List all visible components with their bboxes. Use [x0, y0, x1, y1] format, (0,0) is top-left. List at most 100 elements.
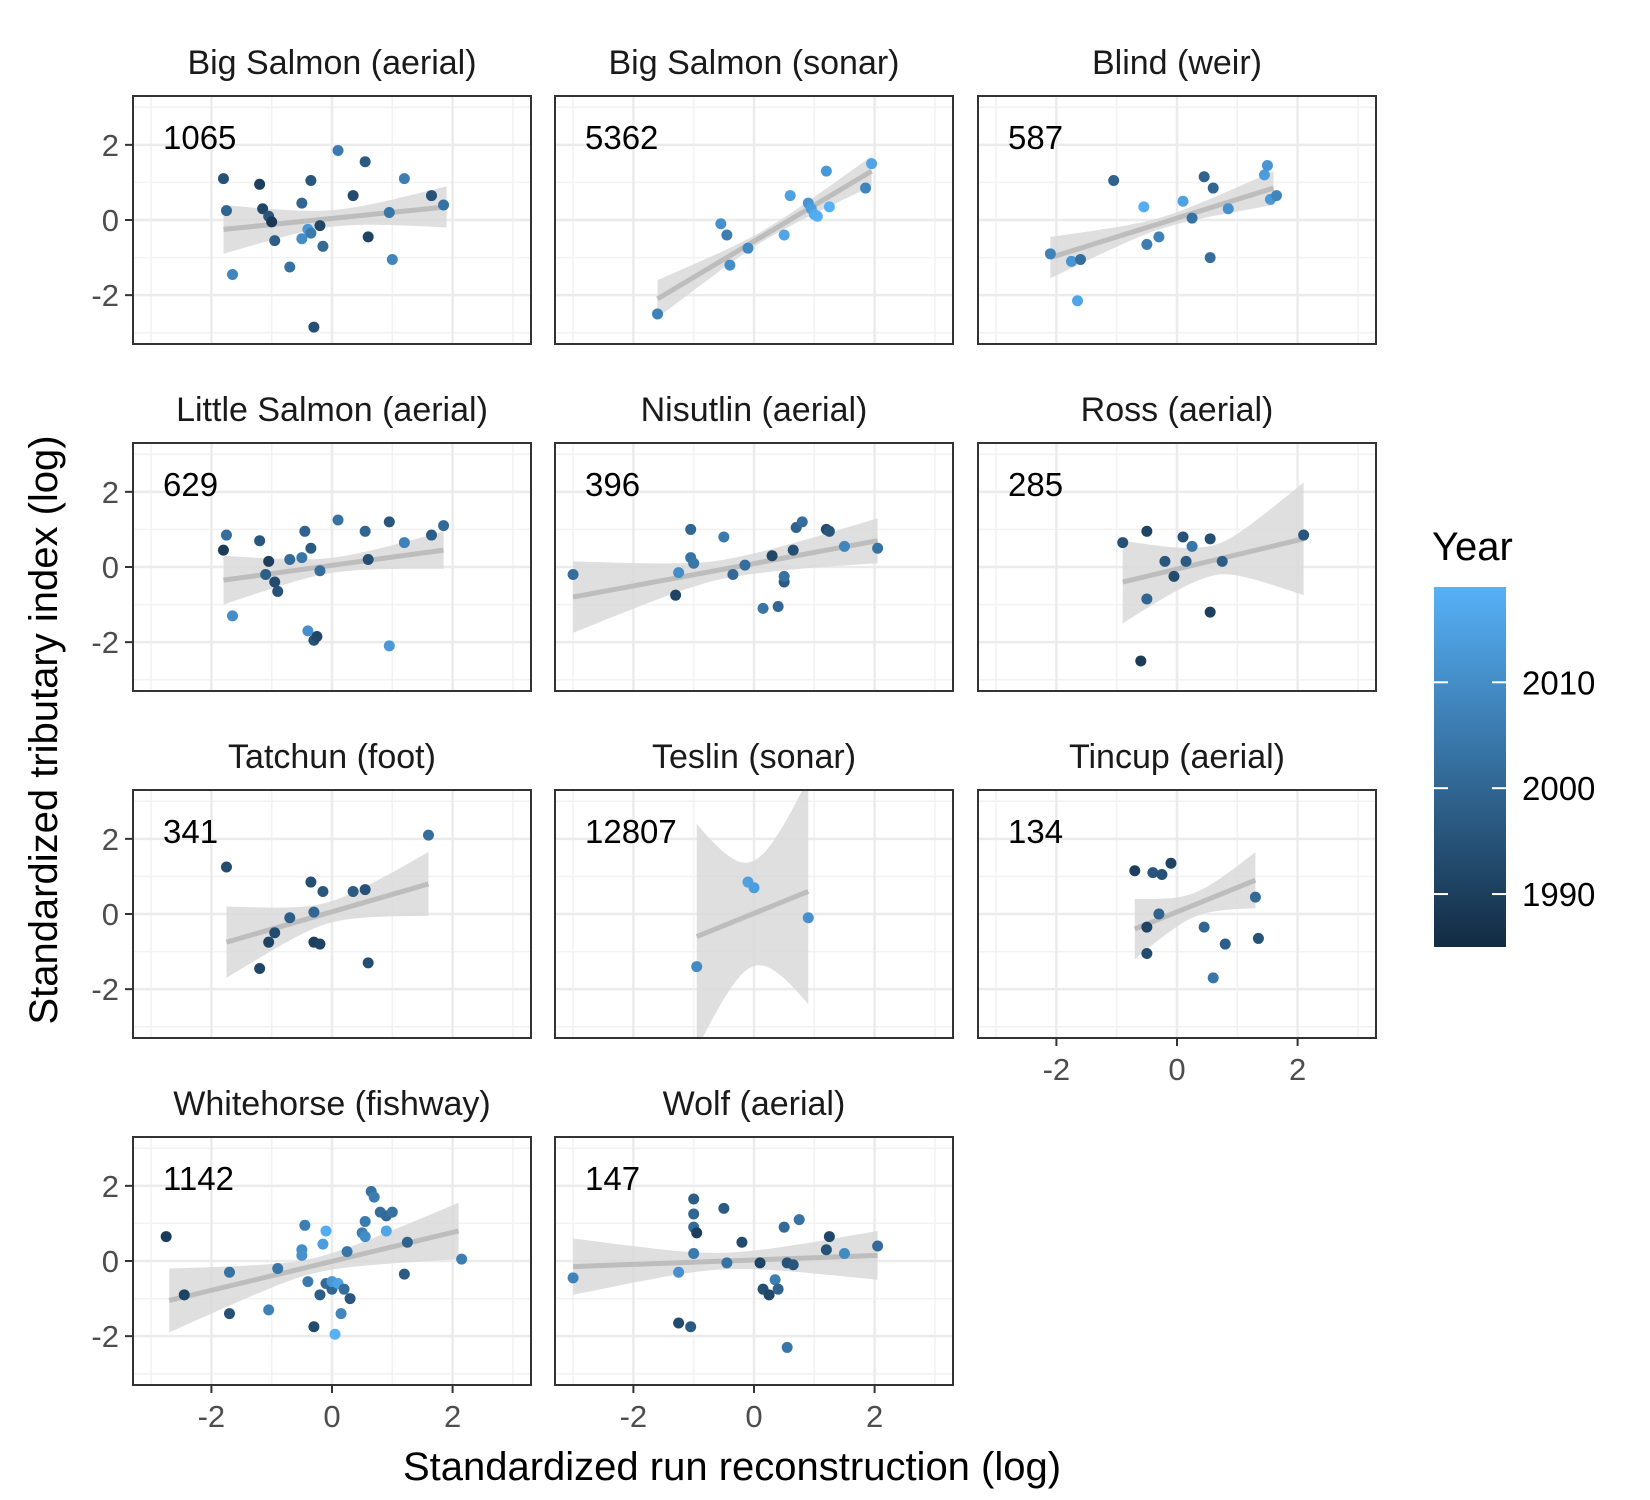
data-point [721, 229, 733, 241]
data-point [1198, 171, 1210, 183]
y-tick-label: 2 [102, 128, 119, 163]
data-point [359, 1216, 371, 1228]
data-point [1072, 295, 1083, 307]
fit-line [223, 204, 447, 232]
data-point [652, 308, 664, 320]
sample-size-label: 587 [1008, 119, 1063, 156]
panel-content [1044, 160, 1282, 307]
data-point [688, 1208, 700, 1220]
data-point [1261, 160, 1273, 172]
data-point [787, 544, 799, 556]
data-point [426, 529, 437, 541]
data-point [691, 961, 703, 973]
data-point [386, 1206, 398, 1218]
x-axis-title: Standardized run reconstruction (log) [403, 1445, 1061, 1489]
data-point [1204, 533, 1216, 545]
data-point [398, 173, 410, 185]
data-point [866, 158, 878, 170]
data-point [670, 589, 682, 601]
fit-line [695, 889, 810, 939]
data-point [263, 936, 275, 948]
facet-title: Nisutlin (aerial) [641, 391, 868, 429]
legend-title: Year [1432, 525, 1513, 569]
data-point [691, 1227, 703, 1239]
data-point [567, 1272, 579, 1284]
data-point [347, 885, 359, 897]
panel-border [977, 95, 1377, 345]
data-point [688, 1193, 700, 1205]
data-point [272, 585, 284, 597]
data-point [223, 1266, 235, 1278]
legend-ticks: 1990 2000 2010 [1434, 664, 1595, 913]
data-point [1065, 255, 1077, 267]
data-point [386, 253, 398, 265]
y-tick-label: 2 [102, 822, 119, 857]
data-point [299, 525, 311, 537]
data-point [1168, 570, 1180, 582]
data-point [296, 1249, 308, 1261]
data-point [178, 1289, 190, 1301]
data-point [308, 321, 320, 333]
data-point [1219, 938, 1231, 950]
data-point [1075, 253, 1087, 265]
panel-grid [133, 790, 531, 1038]
panel-border [554, 95, 954, 345]
facet-title: Blind (weir) [1092, 44, 1262, 82]
data-point [688, 557, 700, 569]
data-point [359, 525, 371, 537]
data-point [320, 1225, 332, 1237]
x-tick-label: -2 [1043, 1052, 1071, 1087]
data-point [217, 173, 229, 185]
data-point [838, 540, 850, 552]
x-tick-label: 2 [866, 1399, 883, 1434]
y-tick-label: 2 [102, 475, 119, 510]
data-point [1147, 867, 1159, 879]
data-point [769, 1274, 781, 1286]
y-tick-label: 0 [102, 203, 119, 238]
data-point [1165, 857, 1177, 869]
data-point [1141, 947, 1153, 959]
data-point [673, 567, 685, 579]
data-point [718, 531, 730, 543]
y-tick-label: -2 [91, 278, 119, 313]
y-axis-title: Standardized tributary index (log) [22, 435, 66, 1024]
data-point [1141, 921, 1153, 933]
data-point [314, 938, 326, 950]
sample-size-label: 147 [585, 1160, 640, 1197]
data-point [823, 525, 835, 537]
data-point [1222, 203, 1234, 215]
data-point [1198, 921, 1210, 933]
data-point [308, 906, 320, 918]
data-point [802, 912, 814, 924]
data-point [254, 535, 266, 547]
sample-size-label: 5362 [585, 119, 658, 156]
data-point [438, 520, 450, 532]
sample-size-label: 285 [1008, 466, 1063, 503]
data-point [220, 861, 232, 873]
data-point [401, 1236, 413, 1248]
data-point [1252, 932, 1264, 944]
data-point [757, 602, 769, 614]
data-point [317, 240, 329, 252]
data-point [257, 203, 269, 215]
legend-tick-label: 1990 [1522, 876, 1595, 913]
sample-size-label: 341 [163, 813, 218, 850]
data-point [1207, 182, 1219, 194]
data-point [748, 882, 760, 894]
data-point [332, 514, 344, 526]
data-point [1180, 555, 1192, 567]
data-point [823, 201, 835, 213]
y-tick-label: 0 [102, 897, 119, 932]
fit-line [1049, 185, 1275, 260]
data-point [305, 227, 317, 239]
data-point [338, 1283, 350, 1295]
data-point [1186, 212, 1198, 224]
facet-title: Whitehorse (fishway) [173, 1085, 490, 1123]
fit-line [223, 547, 444, 583]
data-point [1204, 252, 1216, 264]
data-point [1258, 169, 1270, 181]
data-point [793, 1214, 805, 1226]
data-point [1141, 238, 1153, 250]
fit-line [656, 169, 873, 302]
